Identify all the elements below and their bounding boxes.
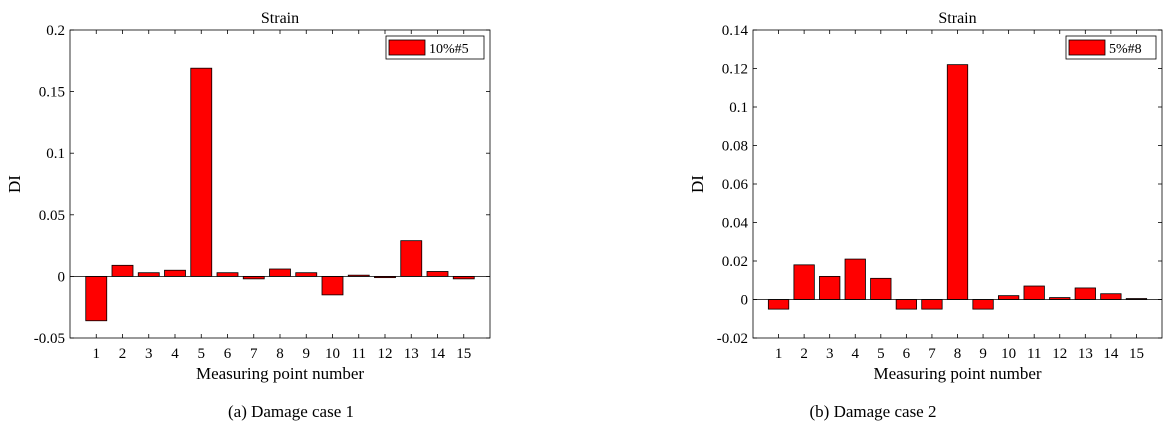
bar-point-13	[1074, 287, 1096, 300]
bar-point-11	[1023, 285, 1045, 300]
x-tick-label: 3	[826, 346, 834, 362]
y-tick-label: 0.12	[722, 62, 748, 78]
y-tick-label: 0	[58, 269, 66, 285]
bar-point-10	[997, 295, 1020, 300]
bar-point-2	[111, 264, 134, 277]
y-axis-label: DI	[5, 175, 24, 193]
chart-damage-case-2: Strain -0.02 0 0.02 0.04 0.06 0.08 0.1 0.12 0.14 1…	[688, 10, 1163, 383]
bar-point-4	[164, 269, 186, 277]
y-tick-label: 0.05	[39, 208, 65, 224]
bar-point-14	[426, 271, 449, 277]
chart-title: Strain	[938, 10, 976, 27]
x-tick-label: 1	[775, 346, 783, 362]
caption-damage-case-2: (b) Damage case 2	[809, 402, 937, 421]
y-tick-label: -0.05	[34, 331, 65, 347]
x-tick-label: 7	[928, 346, 936, 362]
y-tick-label: 0.08	[722, 139, 748, 155]
x-tick-label: 5	[877, 346, 885, 362]
bar-point-13	[400, 240, 423, 277]
figure-damage-case-2: Strain -0.02 0 0.02 0.04 0.06 0.08 0.1 0.12 0.14 1…	[582, 0, 1164, 427]
x-tick-label: 3	[145, 346, 153, 362]
x-tick-label: 14	[1103, 346, 1119, 362]
legend: 5%#8	[1065, 35, 1157, 60]
x-tick-label: 7	[250, 346, 258, 362]
x-tick-label: 10	[325, 346, 340, 362]
bar-point-4	[844, 258, 866, 300]
x-tick-label: 11	[1027, 346, 1041, 362]
x-tick-label: 9	[303, 346, 311, 362]
x-tick-label: 2	[800, 346, 808, 362]
bar-point-8	[946, 64, 969, 300]
x-tick-label: 13	[1078, 346, 1093, 362]
x-tick-label: 14	[430, 346, 446, 362]
bar-point-9	[972, 299, 994, 310]
y-tick-label: 0.1	[46, 146, 65, 162]
bar-point-9	[295, 272, 318, 277]
plot-frame	[69, 29, 491, 339]
x-axis-label: Measuring point number	[196, 364, 364, 383]
x-tick-label: 8	[954, 346, 962, 362]
bar-point-1	[85, 275, 108, 322]
x-tick-label: 11	[352, 346, 366, 362]
figure-damage-case-1: Strain -0.05 0 0.05 0.1 0.15 0.2 1 2 3 4 5 6 7 8 9 10 11 1…	[5, 10, 491, 421]
x-tick-label: 9	[979, 346, 987, 362]
x-tick-label: 1	[93, 346, 101, 362]
x-tick-label: 15	[456, 346, 471, 362]
y-axis-label: DI	[688, 175, 707, 193]
legend-swatch	[1068, 39, 1106, 56]
y-tick-label: 0.06	[722, 177, 749, 193]
x-tick-label: 10	[1001, 346, 1016, 362]
x-tick-label: 13	[404, 346, 419, 362]
bar-point-14	[1100, 293, 1122, 300]
y-tick-label: 0.02	[722, 254, 748, 270]
x-tick-label: 12	[378, 346, 393, 362]
bar-point-10	[321, 275, 344, 296]
y-tick-label: 0.15	[39, 85, 65, 101]
x-tick-label: 8	[276, 346, 284, 362]
legend-label: 10%#5	[429, 42, 469, 57]
bar-point-2	[793, 264, 815, 300]
bar-point-8	[269, 268, 291, 277]
y-tick-label: 0.1	[729, 100, 748, 116]
bar-point-5	[190, 67, 213, 277]
bar-point-5	[870, 277, 892, 300]
bar-point-7	[921, 299, 943, 310]
x-tick-label: 15	[1129, 346, 1144, 362]
bar-point-6	[216, 272, 239, 277]
bar-point-3	[819, 275, 841, 300]
x-tick-label: 6	[903, 346, 911, 362]
bar-point-6	[895, 299, 917, 310]
x-axis-label: Measuring point number	[873, 364, 1041, 383]
bar-point-3	[137, 272, 160, 277]
y-tick-label: 0.14	[722, 23, 749, 39]
legend: 10%#5	[385, 35, 485, 60]
y-tick-label: 0.04	[722, 216, 749, 232]
y-tick-label: 0	[741, 293, 749, 309]
chart-title: Strain	[261, 10, 299, 27]
x-tick-label: 4	[171, 346, 179, 362]
x-tick-label: 4	[852, 346, 860, 362]
legend-swatch	[388, 39, 426, 56]
x-tick-label: 5	[198, 346, 206, 362]
y-tick-label: -0.02	[717, 331, 748, 347]
x-tick-label: 2	[119, 346, 127, 362]
legend-label: 5%#8	[1109, 42, 1142, 57]
y-tick-label: 0.2	[46, 23, 65, 39]
bar-point-1	[767, 299, 790, 310]
caption-damage-case-1: (a) Damage case 1	[227, 402, 354, 421]
x-tick-label: 12	[1052, 346, 1067, 362]
x-tick-label: 6	[224, 346, 232, 362]
